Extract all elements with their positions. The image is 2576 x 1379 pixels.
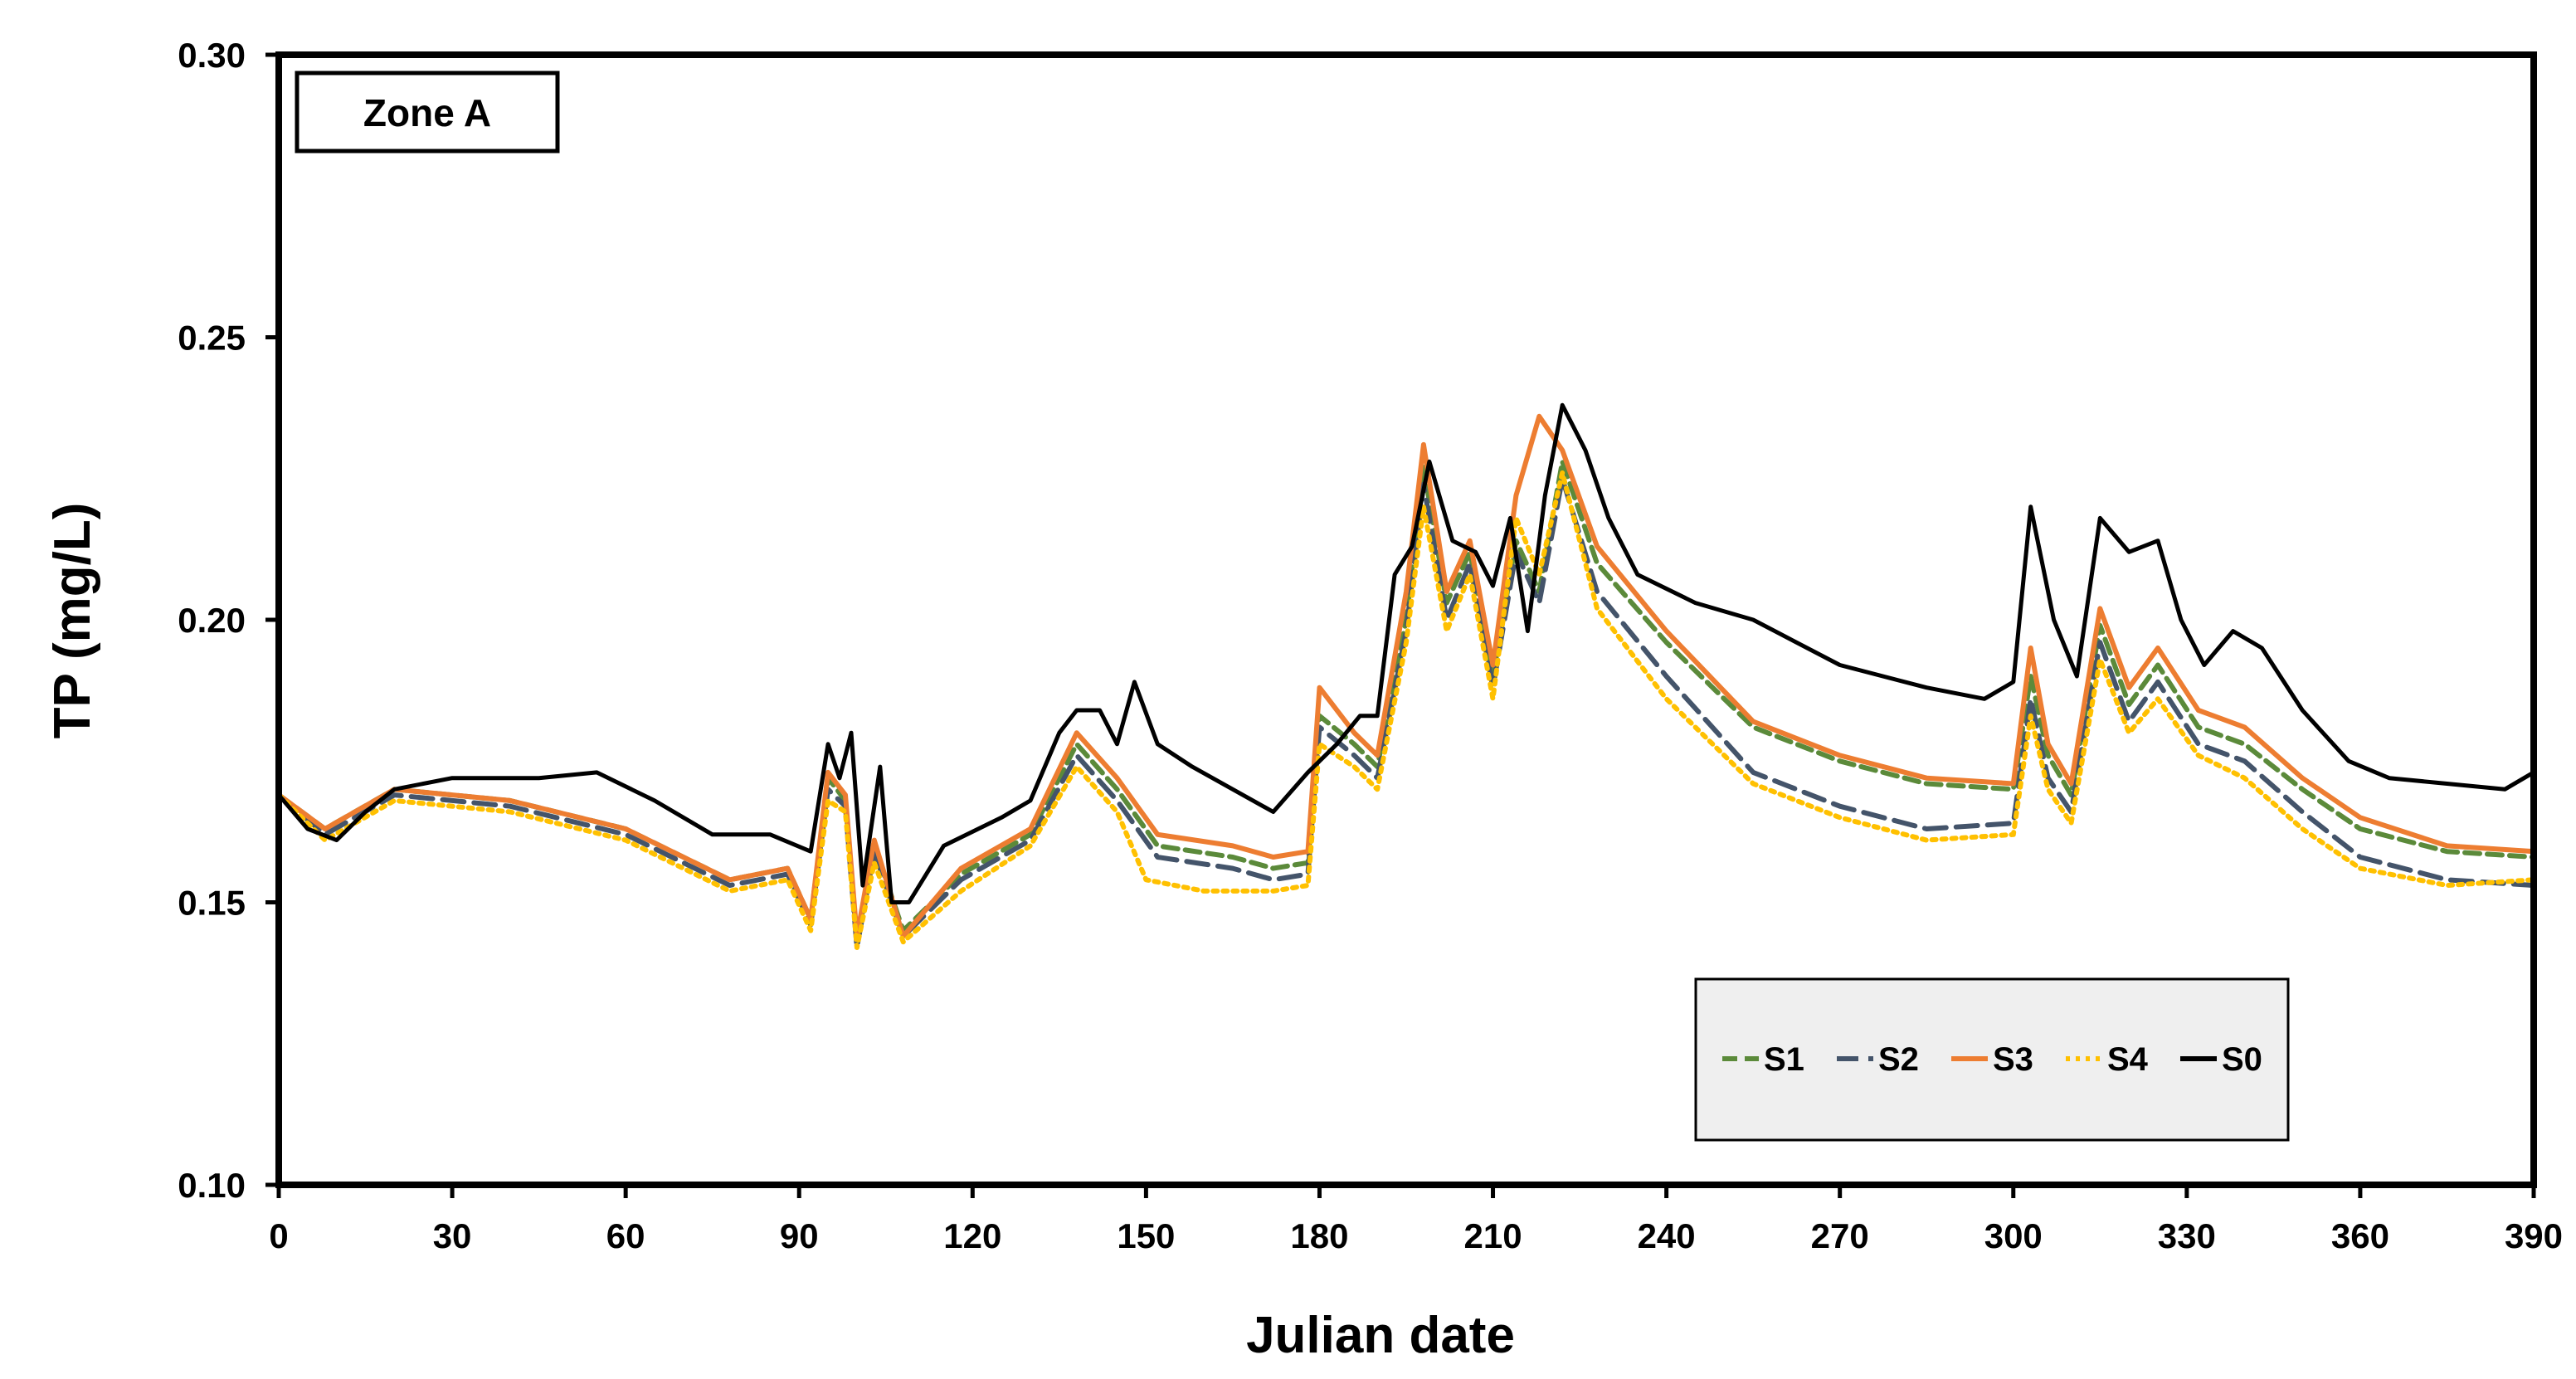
y-axis-title: TP (mg/L): [44, 503, 101, 739]
x-tick-label: 60: [606, 1216, 645, 1255]
x-tick-label: 180: [1290, 1216, 1348, 1255]
zone-annotation-label: Zone A: [363, 91, 491, 134]
x-tick-label: 120: [943, 1216, 1001, 1255]
zone-annotation: Zone A: [295, 71, 560, 153]
y-tick-label: 0.25: [178, 319, 246, 358]
x-tick-label: 210: [1463, 1216, 1522, 1255]
legend-label-s0: S0: [2222, 1041, 2262, 1078]
x-tick-label: 300: [1984, 1216, 2043, 1255]
zone-annotation-box: [295, 71, 560, 153]
series-line-s3: [276, 413, 2536, 939]
series-line-s0: [276, 402, 2536, 904]
x-tick-label: 0: [269, 1216, 288, 1255]
legend-label-s4: S4: [2107, 1041, 2149, 1078]
series-layer: [276, 402, 2536, 950]
y-axis-ticks: 0.10 0.15 0.20 0.25 0.30: [178, 36, 279, 1205]
x-tick-label: 390: [2505, 1216, 2563, 1255]
y-tick-label: 0.30: [178, 36, 246, 75]
x-tick-label: 90: [780, 1216, 819, 1255]
series-line-s4: [276, 470, 2536, 950]
x-tick-label: 360: [2331, 1216, 2389, 1255]
x-tick-label: 150: [1117, 1216, 1175, 1255]
y-tick-label: 0.20: [178, 601, 246, 640]
legend-label-s2: S2: [1878, 1041, 1919, 1078]
x-tick-label: 30: [433, 1216, 472, 1255]
y-tick-label: 0.10: [178, 1166, 246, 1205]
x-axis-title: Julian date: [1246, 1307, 1515, 1364]
x-axis-ticks: 0 30 60 90 120 150 180 210 240 270 300 330 360 390: [269, 1185, 2563, 1255]
legend-label-s1: S1: [1764, 1041, 1804, 1078]
series-line-s2: [276, 475, 2536, 950]
x-tick-label: 240: [1638, 1216, 1696, 1255]
legend-label-s3: S3: [1993, 1041, 2033, 1078]
y-tick-label: 0.15: [178, 884, 246, 923]
x-tick-label: 270: [1811, 1216, 1869, 1255]
x-tick-label: 330: [2158, 1216, 2216, 1255]
legend: S1 S2 S3 S4 S0: [1694, 977, 2290, 1142]
